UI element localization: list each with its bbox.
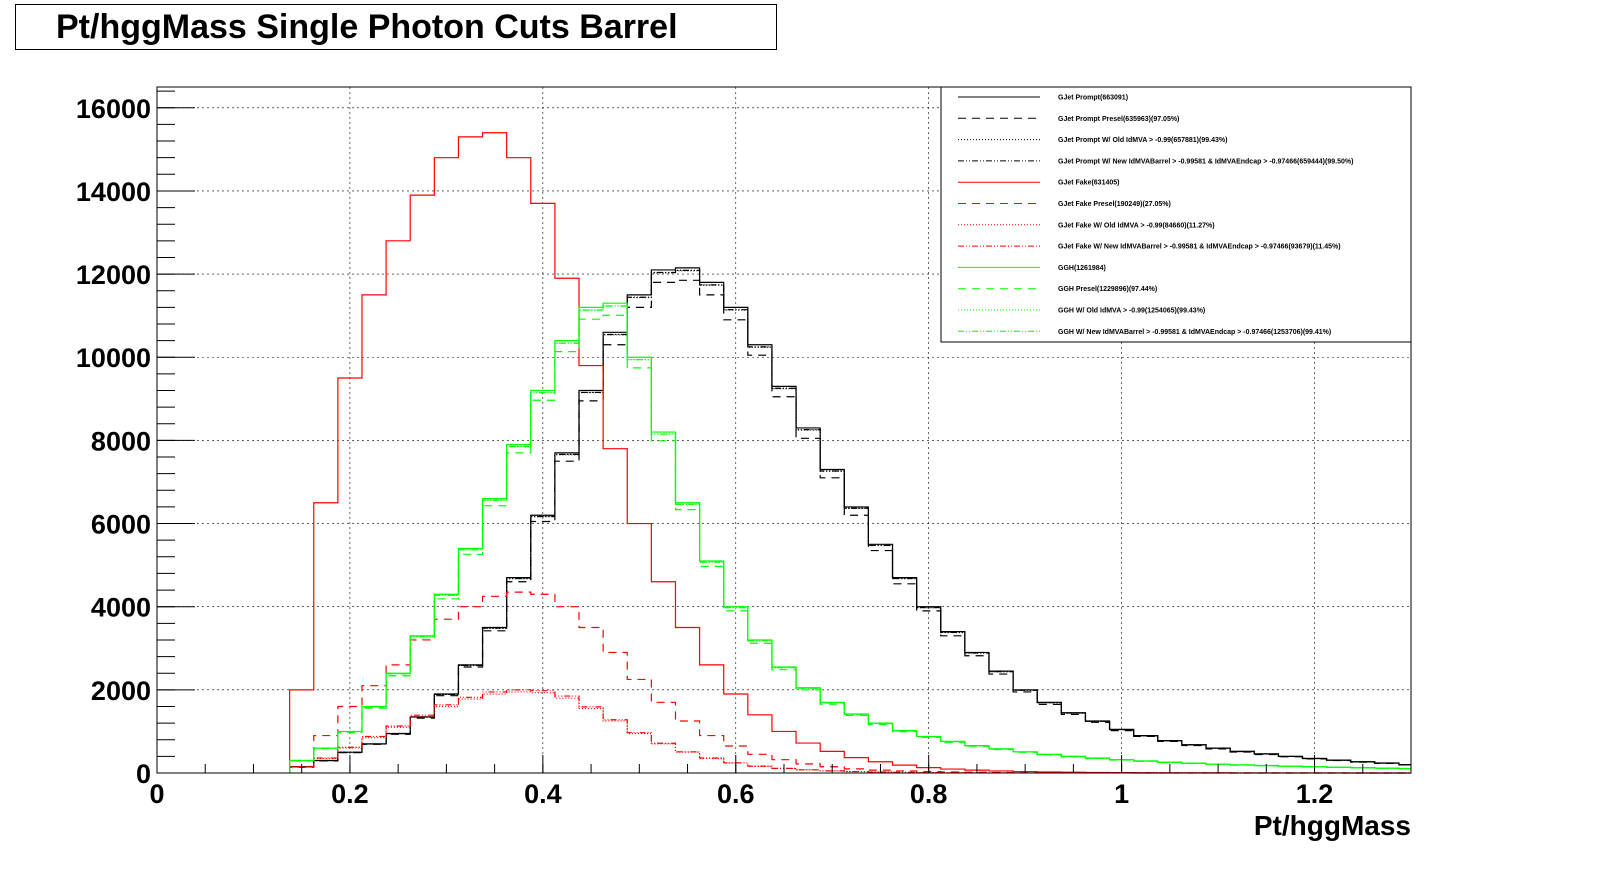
y-tick-label: 12000 xyxy=(76,260,151,290)
legend-label-9: GGH Presel(1229896)(97.44%) xyxy=(1058,286,1157,293)
legend-label-11: GGH W/ New IdMVABarrel > -0.99581 & IdMV… xyxy=(1058,329,1331,336)
series-line-7 xyxy=(289,689,1411,774)
series-line-8 xyxy=(289,302,1411,773)
legend-label-5: GJet Fake Presel(190249)(27.05%) xyxy=(1058,201,1171,208)
chart-title-box: Pt/hggMass Single Photon Cuts Barrel xyxy=(15,4,777,50)
y-tick-label: 8000 xyxy=(91,426,151,456)
y-tick-label: 0 xyxy=(136,759,151,789)
x-tick-label: 0.8 xyxy=(910,779,948,809)
x-tick-label: 0 xyxy=(149,779,164,809)
x-tick-label: 1 xyxy=(1114,779,1129,809)
x-axis-title: Pt/hggMass xyxy=(1254,810,1411,841)
series-line-0 xyxy=(289,267,1411,773)
y-tick-label: 6000 xyxy=(91,510,151,540)
x-tick-label: 0.2 xyxy=(331,779,369,809)
legend-label-2: GJet Prompt W/ Old IdMVA > -0.99(657881)… xyxy=(1058,137,1227,144)
y-tick-label: 10000 xyxy=(76,343,151,373)
series-layer xyxy=(289,132,1411,774)
legend-box xyxy=(940,86,1412,343)
legend-label-10: GGH W/ Old IdMVA > -0.99(1254065)(99.43%… xyxy=(1058,308,1205,315)
legend-label-3: GJet Prompt W/ New IdMVABarrel > -0.9958… xyxy=(1058,158,1353,165)
series-line-5 xyxy=(289,591,1411,774)
series-line-6 xyxy=(289,691,1411,774)
series-line-3 xyxy=(289,269,1411,773)
axis-labels: 0 0.2 0.4 0.6 0.8 1 1.2 0 2000 4000 6000 8000 10000 1… xyxy=(76,94,1333,809)
y-tick-label: 14000 xyxy=(76,177,151,207)
series-line-10 xyxy=(289,305,1411,773)
x-tick-label: 1.2 xyxy=(1296,779,1334,809)
axis-ticks xyxy=(156,90,1412,774)
x-tick-label: 0.4 xyxy=(524,779,562,809)
legend-label-4: GJet Fake(631405) xyxy=(1058,180,1119,187)
x-tick-label: 0.6 xyxy=(717,779,755,809)
legend-label-7: GJet Fake W/ New IdMVABarrel > -0.99581 … xyxy=(1058,244,1341,251)
legend-label-6: GJet Fake W/ Old IdMVA > -0.99(84660)(11… xyxy=(1058,222,1215,229)
y-tick-label: 2000 xyxy=(91,676,151,706)
legend-label-1: GJet Prompt Presel(635963)(97.05%) xyxy=(1058,116,1179,123)
legend-label-8: GGH(1261984) xyxy=(1058,265,1106,272)
legend: GJet Prompt(663091) GJet Prompt Presel(63… xyxy=(940,86,1412,343)
series-line-9 xyxy=(289,314,1411,773)
series-line-11 xyxy=(289,305,1411,773)
chart-title: Pt/hggMass Single Photon Cuts Barrel xyxy=(56,8,678,46)
series-line-2 xyxy=(289,270,1411,773)
y-tick-label: 4000 xyxy=(91,593,151,623)
series-line-1 xyxy=(289,279,1411,773)
y-tick-label: 16000 xyxy=(76,94,151,124)
legend-label-0: GJet Prompt(663091) xyxy=(1058,95,1128,102)
